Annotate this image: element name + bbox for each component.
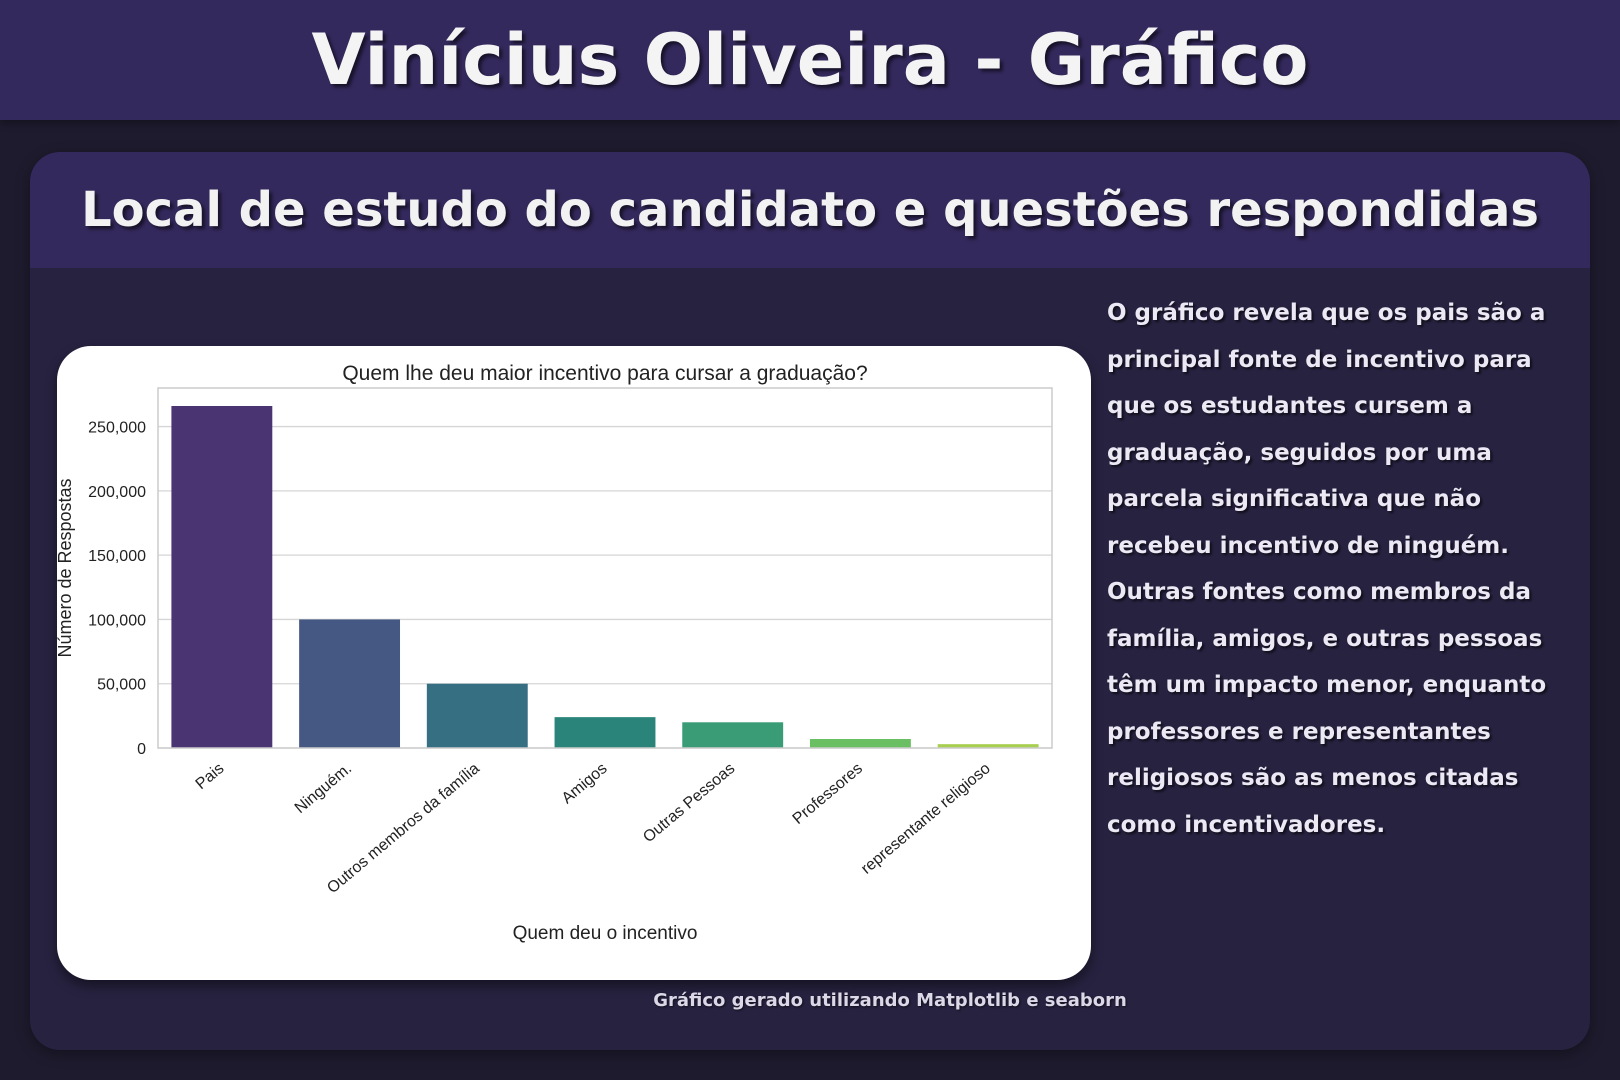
x-tick-label: Outros membros da família: [324, 760, 483, 897]
bar: [299, 619, 400, 748]
x-tick-label: representante religioso: [858, 760, 994, 878]
x-tick-label: Amigos: [559, 760, 611, 807]
chart-description: O gráfico revela que os pais são a princ…: [1107, 290, 1587, 848]
bars: [171, 406, 1038, 748]
x-axis-label: Quem deu o incentivo: [513, 923, 698, 944]
bar: [555, 717, 656, 748]
plot-frame: [158, 388, 1052, 748]
y-tick-label: 200,000: [88, 484, 146, 501]
y-tick-label: 0: [137, 741, 146, 758]
x-axis-ticks: Pais Ninguém.Outros membros da família Ami…: [193, 760, 994, 897]
x-tick-label: Outras Pessoas: [640, 760, 738, 846]
y-axis-label: Número de Respostas: [57, 478, 75, 657]
card-header: Local de estudo do candidato e questões …: [30, 152, 1590, 268]
x-tick-label: Pais: [193, 760, 228, 793]
bar: [682, 722, 783, 748]
chart-container: Quem lhe deu maior incentivo para cursar…: [57, 346, 1091, 980]
y-tick-label: 100,000: [88, 612, 146, 629]
x-tick-label: Ninguém.: [292, 760, 355, 817]
y-tick-label: 50,000: [97, 677, 146, 694]
bar: [810, 739, 911, 748]
chart-card: Local de estudo do candidato e questões …: [30, 152, 1590, 1050]
top-header-bar: Vinícius Oliveira - Gráfico: [0, 0, 1620, 120]
y-tick-label: 250,000: [88, 420, 146, 437]
footnote: Gráfico gerado utilizando Matplotlib e s…: [590, 990, 1190, 1011]
bar-chart: Quem lhe deu maior incentivo para cursar…: [57, 346, 1091, 980]
chart-title: Quem lhe deu maior incentivo para cursar…: [342, 362, 867, 385]
y-tick-label: 150,000: [88, 548, 146, 565]
y-axis-ticks: 0 50,000 100,000 150,000 200,000 250,000: [88, 420, 146, 758]
bar: [171, 406, 272, 748]
page-title: Vinícius Oliveira - Gráfico: [312, 19, 1309, 101]
grid-lines: [158, 427, 1052, 748]
x-tick-label: Professores: [790, 760, 866, 828]
card-title: Local de estudo do candidato e questões …: [81, 182, 1539, 238]
bar: [427, 684, 528, 748]
